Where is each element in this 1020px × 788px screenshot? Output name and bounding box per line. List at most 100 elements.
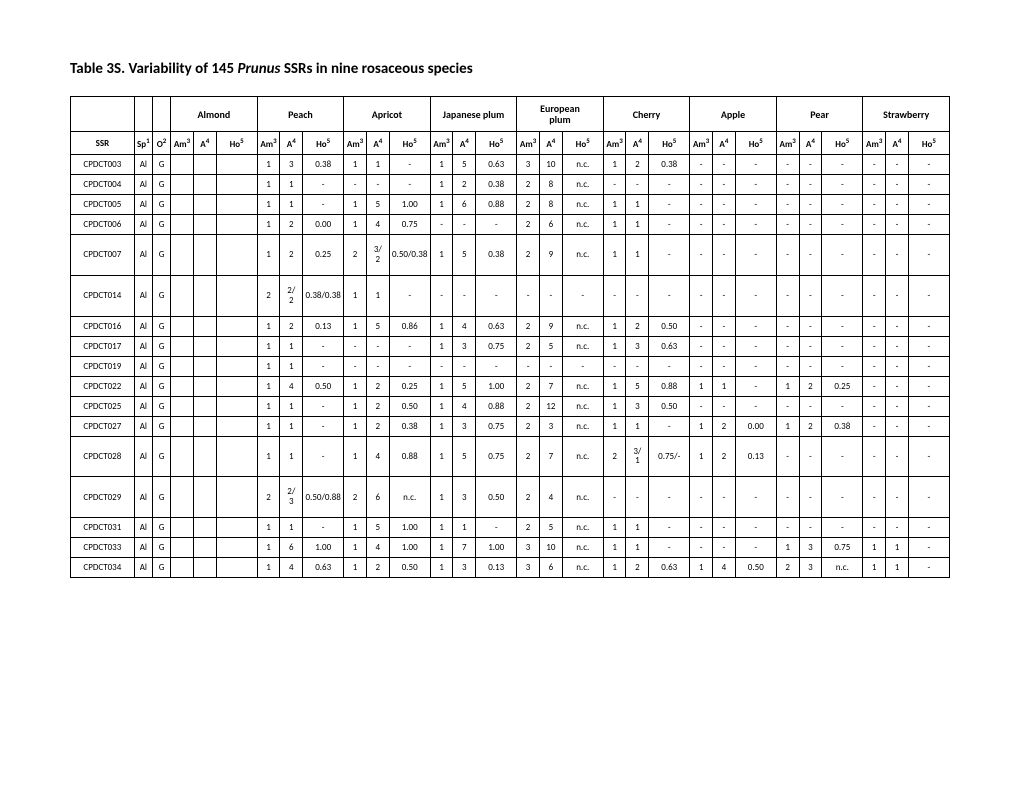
cell-4-1: -: [539, 356, 562, 376]
cell-5-1: 5: [626, 376, 649, 396]
cell-0-2: [216, 356, 257, 376]
cell-8-0: 1: [863, 538, 886, 558]
col-am-1: Am3: [257, 132, 280, 155]
cell-8-2: -: [908, 436, 949, 477]
cell-o: G: [152, 436, 170, 477]
cell-2-2: 1.00: [389, 518, 430, 538]
cell-6-0: -: [690, 316, 713, 336]
cell-8-1: -: [886, 195, 909, 215]
cell-2-1: 2: [366, 558, 389, 578]
cell-5-0: 1: [603, 336, 626, 356]
cell-7-1: 2: [799, 416, 822, 436]
cell-1-1: 2/3: [280, 477, 303, 518]
cell-sp: Al: [134, 336, 152, 356]
cell-1-0: 1: [257, 416, 280, 436]
cell-6-1: 2: [713, 416, 736, 436]
cell-8-1: -: [886, 316, 909, 336]
col-a-0: A4: [193, 132, 216, 155]
col-a-4: A4: [539, 132, 562, 155]
cell-3-1: 3: [453, 558, 476, 578]
cell-3-2: 0.75: [476, 336, 517, 356]
cell-2-0: 1: [344, 376, 367, 396]
cell-3-1: 7: [453, 538, 476, 558]
cell-o: G: [152, 376, 170, 396]
cell-6-0: -: [690, 396, 713, 416]
ssr-table: AlmondPeachApricotJapanese plumEuropeanp…: [70, 96, 950, 578]
cell-5-2: -: [649, 356, 690, 376]
col-ho-6: Ho5: [735, 132, 776, 155]
cell-8-1: -: [886, 336, 909, 356]
cell-3-2: 0.75: [476, 416, 517, 436]
cell-4-2: n.c.: [562, 316, 603, 336]
cell-ssr: CPDCT014: [71, 275, 135, 316]
cell-0-0: [171, 316, 194, 336]
cell-2-1: 5: [366, 195, 389, 215]
cell-6-1: -: [713, 175, 736, 195]
cell-8-0: -: [863, 477, 886, 518]
cell-ssr: CPDCT017: [71, 336, 135, 356]
cell-4-2: n.c.: [562, 376, 603, 396]
table-row: CPDCT006 Al G120.00140.75---26n.c.11----…: [71, 215, 950, 235]
cell-0-0: [171, 477, 194, 518]
cell-8-2: -: [908, 376, 949, 396]
cell-o: G: [152, 195, 170, 215]
cell-0-1: [193, 396, 216, 416]
cell-8-0: -: [863, 195, 886, 215]
cell-3-1: 3: [453, 336, 476, 356]
cell-3-0: -: [430, 275, 453, 316]
cell-0-2: [216, 558, 257, 578]
cell-1-1: 3: [280, 155, 303, 175]
cell-3-0: 1: [430, 316, 453, 336]
cell-o: G: [152, 235, 170, 276]
cell-ssr: CPDCT027: [71, 416, 135, 436]
col-am-8: Am3: [863, 132, 886, 155]
cell-2-2: 0.75: [389, 215, 430, 235]
cell-6-2: -: [735, 336, 776, 356]
cell-8-2: -: [908, 356, 949, 376]
cell-7-1: -: [799, 356, 822, 376]
cell-8-0: -: [863, 275, 886, 316]
cell-2-0: 1: [344, 558, 367, 578]
cell-0-2: [216, 336, 257, 356]
cell-7-2: -: [822, 316, 863, 336]
cell-8-2: -: [908, 275, 949, 316]
cell-3-1: 6: [453, 195, 476, 215]
cell-o: G: [152, 175, 170, 195]
cell-6-1: -: [713, 518, 736, 538]
cell-5-0: 1: [603, 416, 626, 436]
cell-4-0: 2: [517, 336, 540, 356]
cell-6-0: -: [690, 215, 713, 235]
cell-7-1: -: [799, 215, 822, 235]
cell-o: G: [152, 316, 170, 336]
cell-1-0: 2: [257, 275, 280, 316]
cell-3-2: 0.63: [476, 155, 517, 175]
cell-5-0: -: [603, 175, 626, 195]
cell-6-2: -: [735, 477, 776, 518]
col-a-5: A4: [626, 132, 649, 155]
cell-8-1: -: [886, 436, 909, 477]
cell-8-1: -: [886, 155, 909, 175]
cell-2-1: 4: [366, 215, 389, 235]
cell-8-2: -: [908, 416, 949, 436]
cell-o: G: [152, 558, 170, 578]
cell-2-0: 1: [344, 316, 367, 336]
cell-8-2: -: [908, 235, 949, 276]
cell-0-0: [171, 195, 194, 215]
cell-3-1: 4: [453, 316, 476, 336]
cell-0-0: [171, 376, 194, 396]
cell-7-1: -: [799, 518, 822, 538]
cell-3-2: 0.38: [476, 235, 517, 276]
cell-8-2: -: [908, 155, 949, 175]
cell-0-1: [193, 558, 216, 578]
cell-7-1: -: [799, 155, 822, 175]
cell-3-0: 1: [430, 155, 453, 175]
cell-o: G: [152, 518, 170, 538]
cell-4-0: 2: [517, 215, 540, 235]
cell-2-2: 0.25: [389, 376, 430, 396]
cell-7-0: -: [776, 215, 799, 235]
cell-0-2: [216, 195, 257, 215]
cell-3-0: 1: [430, 336, 453, 356]
cell-4-0: 2: [517, 396, 540, 416]
cell-5-0: 1: [603, 235, 626, 276]
cell-6-0: -: [690, 235, 713, 276]
